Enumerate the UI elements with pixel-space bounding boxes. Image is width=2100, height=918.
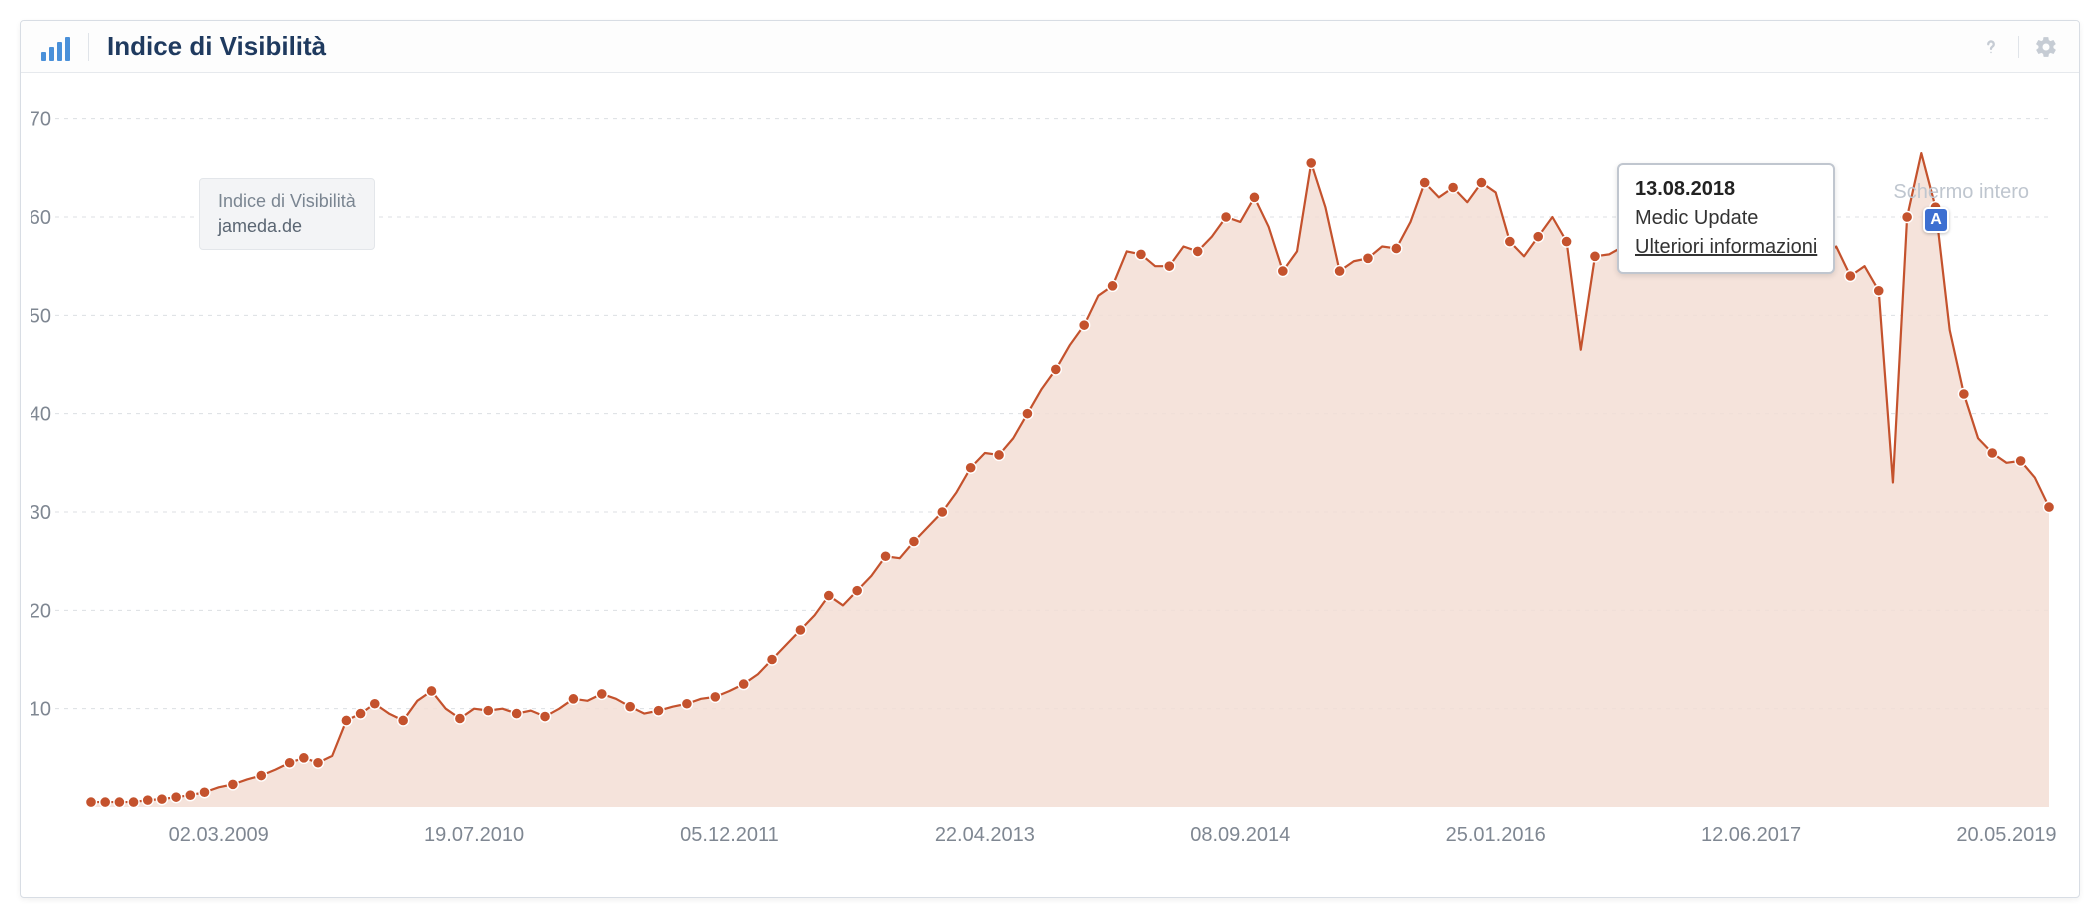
chart-area: 10 20 30 40 50 60 70 02.03.2009 19.07.2010 05.12.…	[21, 73, 2079, 897]
panel-title: Indice di Visibilità	[107, 31, 326, 62]
svg-text:22.04.2013: 22.04.2013	[935, 824, 1035, 846]
svg-text:40: 40	[31, 404, 51, 426]
help-icon[interactable]	[1978, 34, 2004, 60]
panel-header: Indice di Visibilità	[21, 21, 2079, 73]
svg-text:19.07.2010: 19.07.2010	[424, 824, 524, 846]
svg-text:08.09.2014: 08.09.2014	[1190, 824, 1290, 846]
legend-box: Indice di Visibilità jameda.de	[199, 178, 375, 250]
gear-icon[interactable]	[2033, 34, 2059, 60]
svg-text:20: 20	[31, 600, 51, 622]
tooltip-title: Medic Update	[1635, 204, 1817, 233]
fullscreen-button[interactable]: Schermo intero	[1893, 181, 2029, 204]
separator	[2018, 36, 2019, 58]
svg-text:05.12.2011: 05.12.2011	[680, 824, 779, 846]
visibility-panel: Indice di Visibilità 10 20 30 40 50 60 70 02.03…	[20, 20, 2080, 898]
event-tooltip: 13.08.2018 Medic Update Ulteriori inform…	[1617, 163, 1835, 274]
svg-text:50: 50	[31, 305, 51, 327]
bars-chart-icon	[41, 33, 89, 61]
svg-text:10: 10	[31, 699, 51, 721]
tooltip-date: 13.08.2018	[1635, 175, 1817, 204]
header-actions	[1978, 34, 2059, 60]
legend-title: Indice di Visibilità	[218, 189, 356, 214]
svg-text:60: 60	[31, 207, 51, 229]
svg-text:12.06.2017: 12.06.2017	[1701, 824, 1801, 846]
svg-text:70: 70	[31, 109, 51, 131]
legend-domain: jameda.de	[218, 214, 356, 239]
svg-text:30: 30	[31, 502, 51, 524]
svg-text:02.03.2009: 02.03.2009	[169, 824, 269, 846]
svg-text:25.01.2016: 25.01.2016	[1446, 824, 1546, 846]
tooltip-link[interactable]: Ulteriori informazioni	[1635, 233, 1817, 262]
event-marker-a[interactable]: A	[1923, 207, 1949, 233]
svg-text:20.05.2019: 20.05.2019	[1956, 824, 2056, 846]
